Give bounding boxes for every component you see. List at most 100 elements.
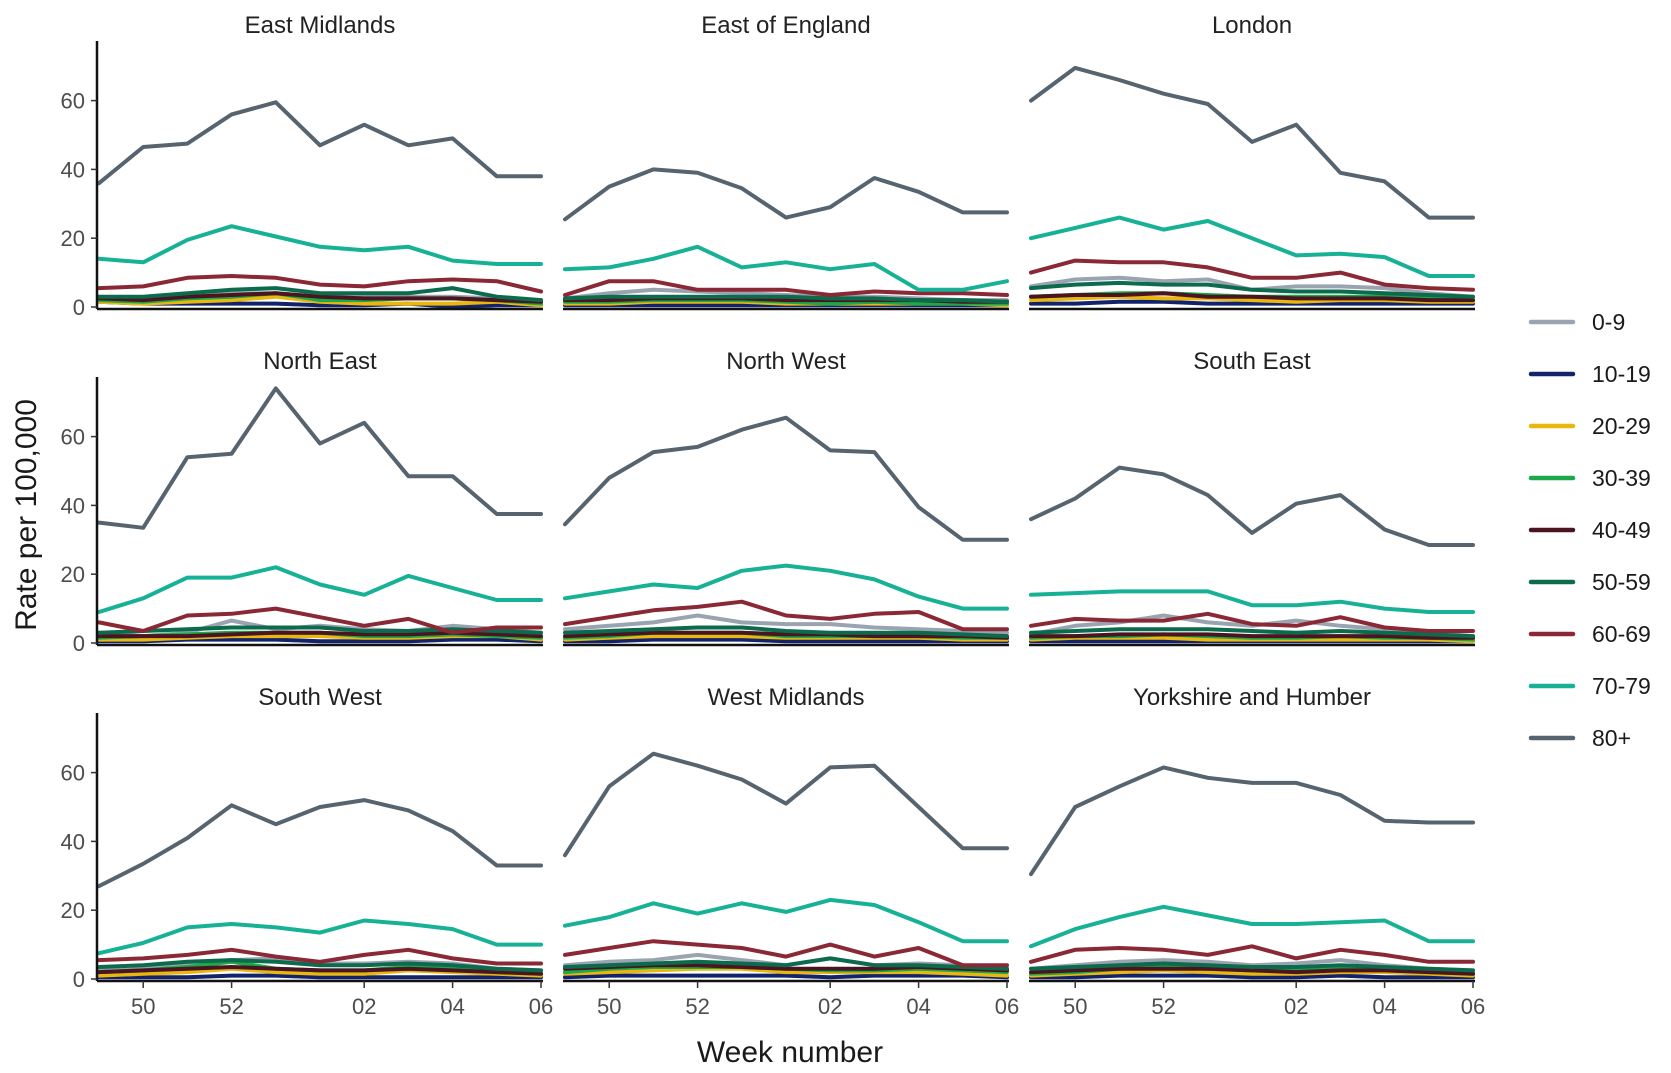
series-line-50-59 — [1029, 627, 1475, 639]
series-line-80+ — [97, 386, 543, 530]
series-line-60-69 — [1029, 258, 1475, 292]
series-line-80+ — [1029, 765, 1475, 877]
y-tick-label: 0 — [73, 967, 85, 992]
series-line-10-19 — [97, 973, 543, 980]
series-line-40-49 — [1029, 966, 1475, 976]
series-line-70-79 — [563, 244, 1009, 292]
series-line-70-79 — [97, 565, 543, 614]
panel-title: North West — [726, 348, 846, 375]
y-tick-label: 20 — [61, 562, 85, 587]
x-tick-label: 06 — [1461, 994, 1485, 1019]
series-line-40-49 — [97, 965, 543, 976]
series-line-50-59 — [1029, 961, 1475, 973]
panel-title: East Midlands — [245, 12, 396, 39]
legend-item: 10-19 — [1528, 361, 1651, 387]
legend-item: 50-59 — [1528, 569, 1651, 595]
legend-label: 80+ — [1592, 725, 1631, 751]
panel-title: London — [1212, 12, 1292, 39]
y-tick-label: 20 — [61, 898, 85, 923]
legend-label: 60-69 — [1592, 621, 1651, 647]
legend: 0-9 10-19 20-29 30-39 40-49 50-59 60-69 70-79 80… — [1528, 309, 1651, 751]
legend-item: 30-39 — [1528, 465, 1651, 491]
x-tick-label: 52 — [1151, 994, 1175, 1019]
x-tick-label: 04 — [1372, 994, 1396, 1019]
y-tick-label: 60 — [61, 89, 85, 114]
panel-east-of-england: East of England — [563, 12, 1009, 311]
legend-label: 70-79 — [1592, 673, 1651, 699]
series-line-70-79 — [97, 918, 543, 956]
series-line-50-59 — [563, 956, 1009, 971]
panel-title: West Midlands — [708, 684, 865, 711]
x-tick-label: 50 — [131, 994, 155, 1019]
x-tick-label: 50 — [1063, 994, 1087, 1019]
legend-label: 50-59 — [1592, 569, 1651, 595]
series-line-50-59 — [563, 625, 1009, 639]
series-line-0-9 — [563, 613, 1009, 635]
x-tick-label: 52 — [685, 994, 709, 1019]
legend-item: 70-79 — [1528, 673, 1651, 699]
panel-title: South East — [1193, 348, 1311, 375]
series-line-20-29 — [563, 966, 1009, 978]
y-tick-label: 40 — [61, 493, 85, 518]
series-line-50-59 — [563, 294, 1009, 304]
series-line-10-19 — [563, 973, 1009, 980]
series-line-80+ — [97, 100, 543, 186]
panel-title: Yorkshire and Humber — [1133, 684, 1371, 711]
panel-title: South West — [258, 684, 382, 711]
legend-label: 10-19 — [1592, 361, 1651, 387]
series-line-80+ — [1029, 465, 1475, 547]
panel-title: North East — [263, 348, 377, 375]
series-line-10-19 — [1029, 299, 1475, 306]
y-tick-label: 20 — [61, 226, 85, 251]
series-line-80+ — [563, 751, 1009, 858]
series-line-70-79 — [1029, 215, 1475, 278]
series-line-40-49 — [1029, 632, 1475, 640]
x-tick-label: 04 — [906, 994, 930, 1019]
panel-yorkshire-and-humber: Yorkshire and Humber 50 52 02 04 06 — [1029, 684, 1485, 1019]
panel-london: London — [1029, 12, 1475, 311]
series-line-60-69 — [1029, 611, 1475, 633]
series-line-70-79 — [97, 224, 543, 266]
series-line-80+ — [563, 167, 1009, 222]
y-tick-label: 0 — [73, 295, 85, 320]
x-tick-label: 50 — [597, 994, 621, 1019]
series-line-40-49 — [97, 630, 543, 639]
y-tick-label: 40 — [61, 157, 85, 182]
series-line-70-79 — [1029, 589, 1475, 614]
legend-item: 60-69 — [1528, 621, 1651, 647]
legend-item: 20-29 — [1528, 413, 1651, 439]
legend-label: 30-39 — [1592, 465, 1651, 491]
series-line-60-69 — [1029, 944, 1475, 964]
x-tick-label: 06 — [529, 994, 553, 1019]
series-line-60-69 — [563, 599, 1009, 632]
panel-north-east: North East 0 20 40 60 — [61, 348, 543, 656]
series-line-40-49 — [563, 630, 1009, 640]
y-tick-label: 60 — [61, 761, 85, 786]
series-line-40-49 — [97, 291, 543, 304]
panel-north-west: North West — [563, 348, 1009, 647]
series-line-80+ — [1029, 65, 1475, 220]
legend-label: 0-9 — [1592, 309, 1625, 335]
series-line-60-69 — [97, 606, 543, 635]
series-line-70-79 — [563, 563, 1009, 611]
series-line-50-59 — [1029, 280, 1475, 299]
series-line-80+ — [563, 415, 1009, 542]
x-tick-label: 02 — [352, 994, 376, 1019]
panel-east-midlands: East Midlands 0 20 40 60 — [61, 12, 543, 320]
series-line-60-69 — [563, 939, 1009, 968]
legend-item: 40-49 — [1528, 517, 1651, 543]
series-line-10-19 — [1029, 973, 1475, 980]
x-tick-label: 02 — [818, 994, 842, 1019]
panel-south-west: South West 0 20 40 60 50 52 02 04 06 — [61, 684, 554, 1019]
x-tick-label: 02 — [1284, 994, 1308, 1019]
series-line-60-69 — [563, 279, 1009, 297]
legend-label: 20-29 — [1592, 413, 1651, 439]
series-line-60-69 — [97, 947, 543, 966]
x-tick-label: 52 — [219, 994, 243, 1019]
legend-item: 0-9 — [1528, 309, 1625, 335]
y-tick-label: 40 — [61, 829, 85, 854]
x-tick-label: 04 — [440, 994, 464, 1019]
panel-title: East of England — [701, 12, 870, 39]
y-tick-label: 60 — [61, 425, 85, 450]
